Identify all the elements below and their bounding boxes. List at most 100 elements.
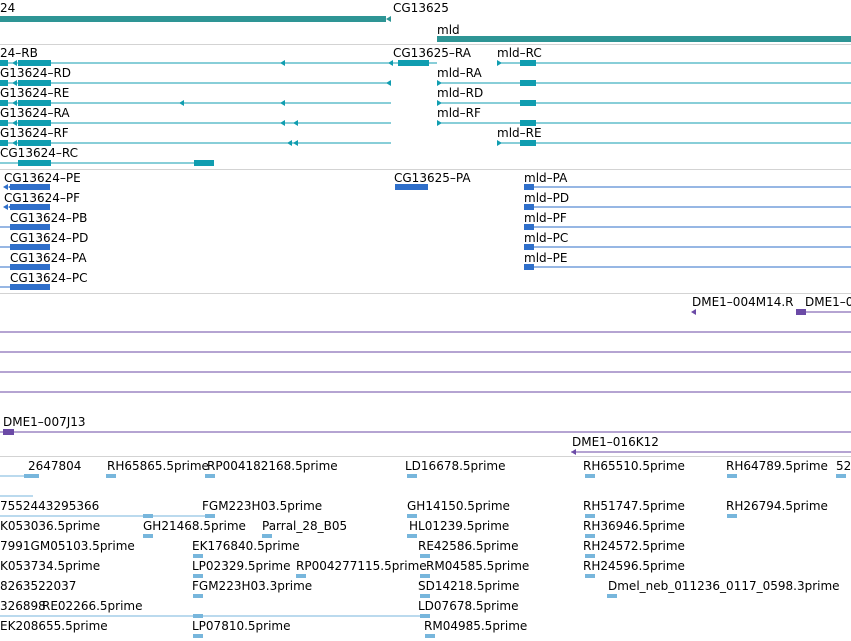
strand-arrow[interactable] <box>437 120 442 126</box>
strand-arrow[interactable] <box>287 140 292 146</box>
transcript-label[interactable]: G13624–RD <box>0 66 72 80</box>
exon[interactable] <box>524 224 534 230</box>
est-label[interactable]: RH24572.5prime <box>583 539 685 553</box>
gene-label[interactable]: CG13625 <box>393 1 449 15</box>
protein-label[interactable]: mld–PA <box>524 171 568 185</box>
est-label[interactable]: EK208655.5prime <box>0 619 108 633</box>
transcript-CG13624[interactable] <box>0 122 391 124</box>
est-label[interactable]: HL01239.5prime <box>409 519 510 533</box>
est-label[interactable]: FGM223H03.3prime <box>192 579 313 593</box>
exon[interactable] <box>524 244 534 250</box>
transcript-CG13624[interactable] <box>0 82 391 84</box>
transcript-CG13624-RC[interactable] <box>0 162 214 164</box>
est-feature[interactable] <box>420 574 430 578</box>
exon[interactable] <box>0 100 8 106</box>
strand-arrow[interactable] <box>3 204 8 210</box>
track-separator[interactable] <box>0 293 851 294</box>
est-feature[interactable] <box>425 634 435 638</box>
protein-CG13624[interactable] <box>10 224 50 230</box>
protein-line[interactable] <box>0 246 10 248</box>
exon[interactable] <box>18 140 51 146</box>
transcript-label[interactable]: 24–RB <box>0 46 38 60</box>
est-label[interactable]: RH64789.5prime <box>726 459 828 473</box>
transcript-label[interactable]: CG13625–RA <box>393 46 471 60</box>
bac-clone[interactable] <box>0 331 851 333</box>
est-label[interactable]: RP004182168.5prime <box>207 459 338 473</box>
gene-arrow[interactable] <box>386 16 391 22</box>
est-label[interactable]: RE42586.5prime <box>418 539 519 553</box>
protein-CG13624[interactable] <box>10 284 50 290</box>
est-label[interactable]: RH36946.5prime <box>583 519 685 533</box>
protein-mld[interactable] <box>524 206 851 208</box>
est-feature[interactable] <box>193 594 203 598</box>
exon[interactable] <box>520 100 536 106</box>
est-label[interactable]: GH14150.5prime <box>407 499 510 513</box>
protein-line[interactable] <box>0 266 10 268</box>
transcript-mld[interactable] <box>437 122 851 124</box>
transcript-mld[interactable] <box>437 102 851 104</box>
transcript-label[interactable]: G13624–RA <box>0 106 70 120</box>
est-label[interactable]: RH65510.5prime <box>583 459 685 473</box>
est-feature[interactable] <box>585 554 595 558</box>
est-label[interactable]: LP02329.5prime <box>192 559 291 573</box>
transcript-label[interactable]: G13624–RE <box>0 86 70 100</box>
strand-arrow[interactable] <box>12 120 17 126</box>
exon[interactable] <box>18 120 51 126</box>
est-label[interactable]: RM04985.5prime <box>424 619 528 633</box>
exon[interactable] <box>520 140 536 146</box>
bac-label[interactable]: DME1–004M14.R <box>692 295 794 309</box>
exon[interactable] <box>18 60 51 66</box>
protein-label[interactable]: CG13624–PA <box>10 251 87 265</box>
est-feature[interactable] <box>585 574 595 578</box>
strand-arrow[interactable] <box>12 100 17 106</box>
bac-end[interactable] <box>3 429 14 435</box>
est-label[interactable]: LD07678.5prime <box>418 599 519 613</box>
protein-label[interactable]: mld–PF <box>524 211 567 225</box>
strand-arrow[interactable] <box>497 140 502 146</box>
est-line[interactable] <box>0 475 24 477</box>
bac-clone[interactable] <box>0 371 851 373</box>
est-label[interactable]: SD14218.5prime <box>418 579 520 593</box>
gene-mld[interactable] <box>437 36 851 42</box>
est-feature[interactable] <box>205 474 215 478</box>
bac-label[interactable]: DME1–00 <box>805 295 851 309</box>
transcript-label[interactable]: mld–RC <box>497 46 542 60</box>
exon[interactable] <box>524 204 534 210</box>
bac-DME1-016K12[interactable] <box>571 451 851 453</box>
bac-arrow[interactable] <box>691 309 696 315</box>
bac-arrow[interactable] <box>571 449 576 455</box>
protein-CG13624[interactable] <box>10 244 50 250</box>
strand-arrow[interactable] <box>280 100 285 106</box>
protein-line[interactable] <box>0 226 10 228</box>
protein-label[interactable]: CG13624–PB <box>10 211 88 225</box>
est-line[interactable] <box>0 515 210 517</box>
est-label[interactable]: RH26794.5prime <box>726 499 828 513</box>
strand-arrow[interactable] <box>12 60 17 66</box>
exon[interactable] <box>18 100 51 106</box>
bac-DME1-00[interactable] <box>796 311 851 313</box>
est-line[interactable] <box>0 495 33 497</box>
strand-arrow[interactable] <box>12 80 17 86</box>
protein-mld[interactable] <box>524 186 851 188</box>
est-label[interactable]: RH51747.5prime <box>583 499 685 513</box>
strand-arrow[interactable] <box>179 100 184 106</box>
protein-CG13624[interactable] <box>10 264 50 270</box>
est-label[interactable]: 52 <box>836 459 851 473</box>
est-feature[interactable] <box>106 474 116 478</box>
est-feature[interactable] <box>727 514 737 518</box>
transcript-label[interactable]: mld–RF <box>437 106 481 120</box>
est-label[interactable]: Parral_28_B05 <box>262 519 348 533</box>
est-feature[interactable] <box>407 514 417 518</box>
est-feature[interactable] <box>836 474 846 478</box>
strand-arrow[interactable] <box>280 120 285 126</box>
est-label[interactable]: RE02266.5prime <box>42 599 143 613</box>
est-label[interactable]: LD16678.5prime <box>405 459 506 473</box>
est-label[interactable]: RH65865.5prime <box>107 459 209 473</box>
est-feature[interactable] <box>193 554 203 558</box>
transcript-mld[interactable] <box>497 62 851 64</box>
exon[interactable] <box>0 60 8 66</box>
protein-label[interactable]: mld–PC <box>524 231 569 245</box>
strand-arrow[interactable] <box>388 60 393 66</box>
transcript-CG13624[interactable] <box>0 102 391 104</box>
transcript-label[interactable]: mld–RA <box>437 66 482 80</box>
